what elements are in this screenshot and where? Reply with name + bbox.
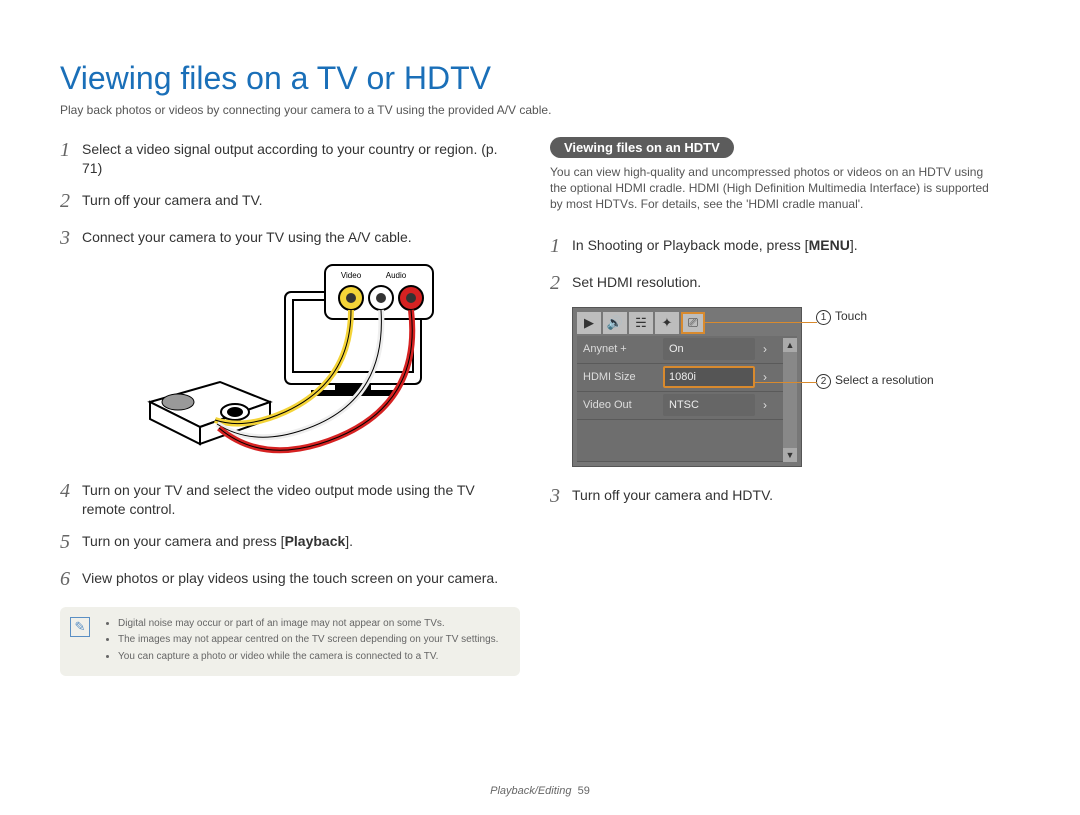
step-number: 3 [60, 225, 82, 252]
tab-connect-icon[interactable]: ⎚ [681, 312, 705, 334]
note-icon: ✎ [70, 617, 90, 637]
menu-row-videoout[interactable]: Video Out NTSC › [577, 392, 797, 420]
right-column: Viewing files on an HDTV You can view hi… [550, 137, 1000, 676]
intro-text: Play back photos or videos by connecting… [60, 103, 1020, 117]
step-number: 3 [550, 483, 572, 510]
menu-scrollbar[interactable]: ▲ ▼ [783, 338, 797, 462]
menu-row-value: NTSC [663, 394, 755, 416]
annotation-select-resolution: 2Select a resolution [816, 373, 934, 389]
tab-display-icon[interactable]: ☵ [629, 312, 653, 334]
footer-page-number: 59 [578, 785, 590, 797]
chevron-right-icon: › [755, 342, 775, 356]
menu-row-label: Anynet + [577, 343, 663, 355]
video-label: Video [341, 271, 362, 280]
annotations: 1Touch 2Select a resolution [816, 307, 934, 389]
scroll-down-icon[interactable]: ▼ [783, 448, 797, 462]
menu-row-anynet[interactable]: Anynet + On › [577, 336, 797, 364]
step-text: Turn off your camera and TV. [82, 188, 263, 215]
step-text: In Shooting or Playback mode, press [MEN… [572, 233, 858, 260]
note-item: The images may not appear centred on the… [118, 633, 508, 647]
menu-row-value: On [663, 338, 755, 360]
step-text: Turn on your TV and select the video out… [82, 478, 520, 519]
menu-screenshot: ▶ 🔊 ☵ ✦ ⎚ Anynet + On › HDMI Size 1080i [572, 307, 802, 467]
tab-settings-icon[interactable]: ✦ [655, 312, 679, 334]
step-text: Turn off your camera and HDTV. [572, 483, 773, 510]
step-number: 6 [60, 566, 82, 593]
step-number: 2 [60, 188, 82, 215]
menu-row-empty [577, 420, 797, 462]
tab-sound-icon[interactable]: 🔊 [603, 312, 627, 334]
audio-label: Audio [386, 271, 407, 280]
step-text: Connect your camera to your TV using the… [82, 225, 412, 252]
menu-row-hdmisize[interactable]: HDMI Size 1080i › [577, 364, 797, 392]
menu-tabbar: ▶ 🔊 ☵ ✦ ⎚ [577, 312, 797, 334]
footer-section: Playback/Editing [490, 785, 571, 797]
note-item: Digital noise may occur or part of an im… [118, 617, 508, 631]
av-cable-diagram: Video Audio [135, 262, 445, 462]
tab-playback-icon[interactable]: ▶ [577, 312, 601, 334]
step-text: Select a video signal output according t… [82, 137, 520, 178]
menu-row-label: HDMI Size [577, 371, 663, 383]
note-item: You can capture a photo or video while t… [118, 650, 508, 664]
step-text: View photos or play videos using the tou… [82, 566, 498, 593]
left-column: 1 Select a video signal output according… [60, 137, 520, 676]
chevron-right-icon: › [755, 398, 775, 412]
step-number: 2 [550, 270, 572, 297]
menu-row-label: Video Out [577, 399, 663, 411]
step-number: 5 [60, 529, 82, 556]
step-number: 4 [60, 478, 82, 519]
hdtv-paragraph: You can view high-quality and uncompress… [550, 164, 1000, 213]
hdtv-subheading: Viewing files on an HDTV [550, 137, 734, 158]
scroll-up-icon[interactable]: ▲ [783, 338, 797, 352]
page-footer: Playback/Editing 59 [0, 785, 1080, 797]
page-title: Viewing files on a TV or HDTV [60, 60, 1020, 97]
step-text: Turn on your camera and press [Playback]… [82, 529, 353, 556]
step-number: 1 [60, 137, 82, 178]
annotation-touch: 1Touch [816, 309, 934, 325]
menu-row-value: 1080i [663, 366, 755, 388]
step-number: 1 [550, 233, 572, 260]
note-box: ✎ Digital noise may occur or part of an … [60, 607, 520, 677]
step-text: Set HDMI resolution. [572, 270, 701, 297]
